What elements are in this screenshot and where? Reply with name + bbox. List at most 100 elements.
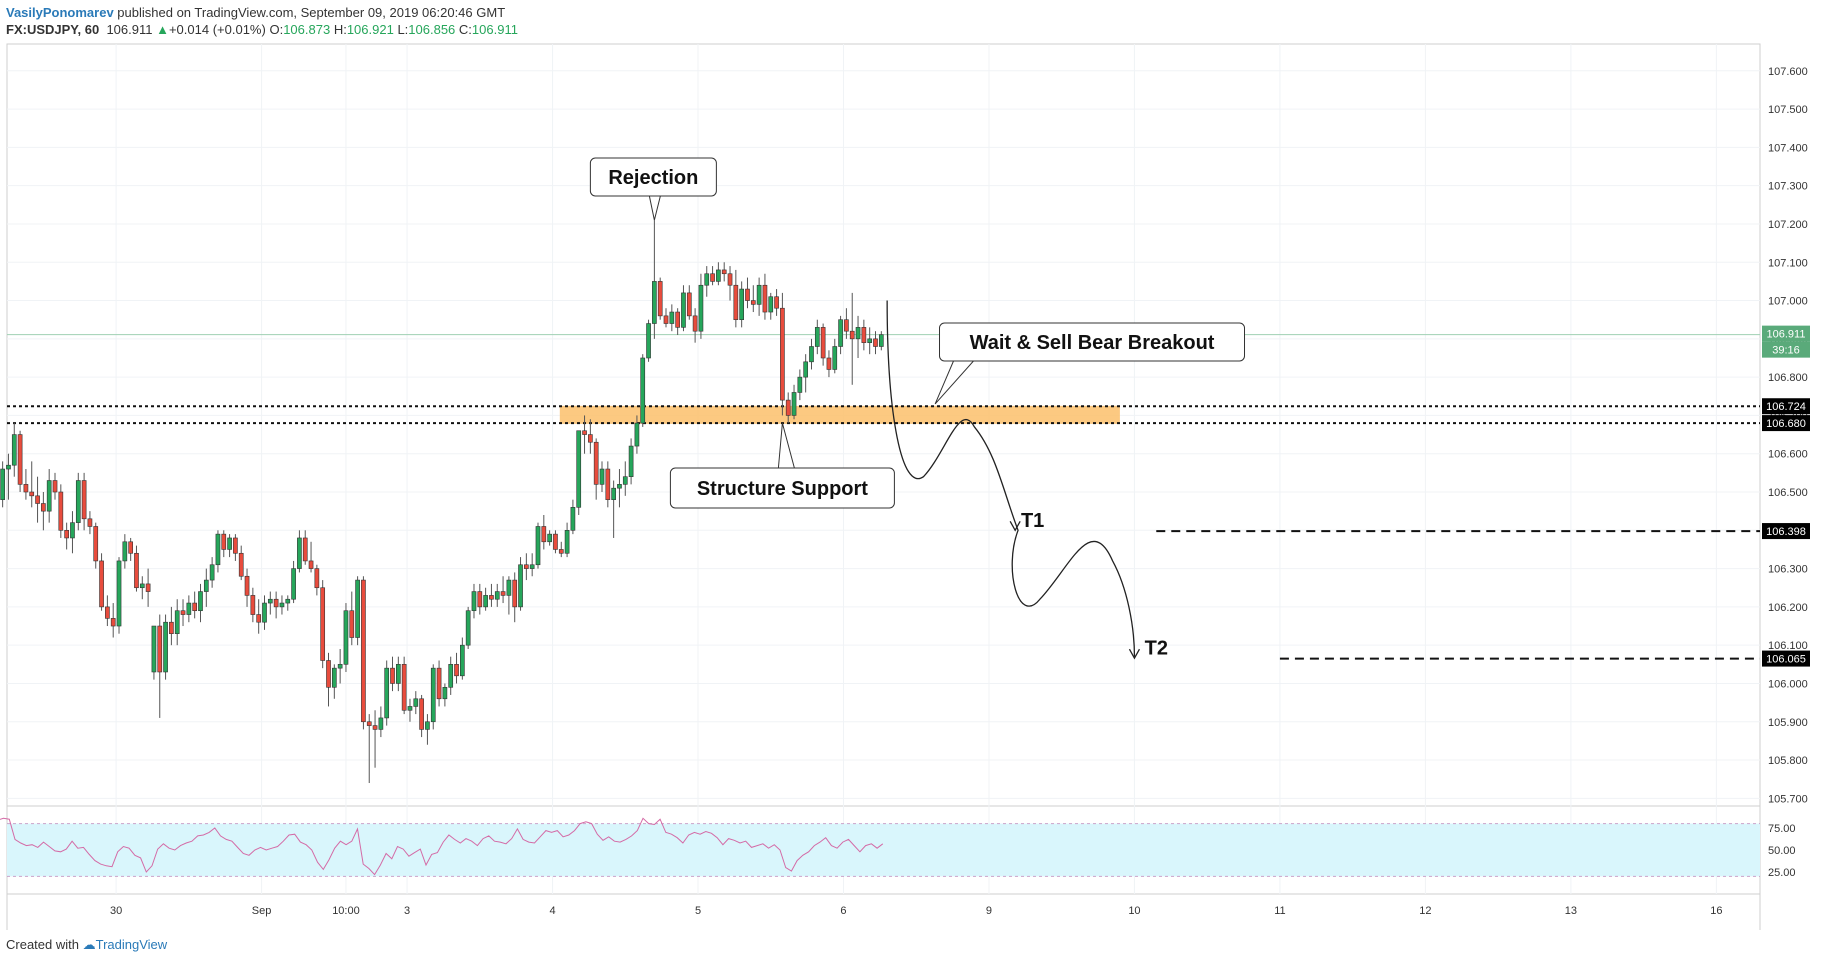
candle-body — [500, 591, 506, 596]
candle-body — [203, 579, 209, 592]
candle-body — [791, 392, 797, 416]
projection-curve — [886, 300, 1136, 657]
candle-body — [233, 537, 238, 554]
candle-body — [558, 549, 564, 554]
arrowhead-icon — [1128, 648, 1141, 660]
candle-body — [547, 533, 552, 543]
structure-support-callout-box — [669, 467, 895, 509]
candle-body — [361, 579, 366, 723]
author-link[interactable]: VasilyPonomarev — [6, 5, 114, 20]
wait-sell-callout-label: Wait & Sell Bear Breakout — [970, 332, 1215, 354]
candle-body — [820, 327, 826, 359]
candle-body — [180, 610, 186, 615]
wait-sell-callout-tail — [934, 360, 975, 405]
x-tick-label: 9 — [986, 905, 992, 917]
candle-body — [46, 480, 52, 512]
candle-body — [331, 667, 337, 688]
last-price: 106.911 — [106, 22, 153, 37]
candle-body — [564, 530, 570, 554]
close-value: 106.911 — [471, 22, 518, 37]
candle-body — [256, 614, 262, 623]
x-tick-label: Sep — [252, 905, 272, 917]
candle-body — [58, 491, 64, 531]
price-chart[interactable]: Rejection Structure Support Wait & Sell Be… — [0, 0, 1828, 930]
candle-body — [716, 269, 721, 282]
countdown-badge — [1762, 341, 1810, 358]
candle-body — [506, 579, 512, 596]
level-106065-badge — [1762, 650, 1810, 667]
t2-label: T2 — [1145, 638, 1168, 660]
candle-body — [291, 568, 296, 600]
candle-body — [425, 721, 430, 730]
candle-body — [756, 284, 762, 305]
high-value: 106.921 — [346, 22, 394, 37]
rejection-callout-label: Rejection — [608, 167, 698, 189]
candle-body — [611, 487, 616, 500]
candle-body — [745, 288, 750, 301]
footer: Created with ☁TradingView — [6, 937, 167, 953]
candle-body — [378, 717, 384, 730]
candle-body — [844, 319, 849, 332]
candle-body — [855, 327, 861, 340]
candle-body — [52, 480, 58, 493]
candle-body — [285, 598, 291, 604]
chart-frame — [6, 43, 1761, 930]
level-106065-text: 106.065 — [1766, 654, 1806, 666]
price-change: +0.014 (+0.01%) — [168, 22, 266, 37]
candle-body — [198, 591, 203, 612]
level-106724-badge — [1762, 398, 1810, 415]
candle-body — [477, 591, 483, 608]
close-label: C: — [458, 22, 472, 37]
candle-body — [489, 595, 494, 600]
candle-body — [809, 346, 814, 363]
y-tick-label: 107.000 — [1768, 296, 1808, 308]
x-tick-label: 10:00 — [332, 905, 360, 917]
candle-body — [460, 644, 465, 677]
candle-body — [873, 338, 878, 347]
projection-path — [886, 300, 1141, 660]
rsi-band — [7, 823, 1760, 877]
candle-body — [657, 281, 663, 317]
x-tick-label: 13 — [1565, 905, 1577, 917]
tradingview-link[interactable]: TradingView — [95, 937, 168, 952]
low-label: L: — [397, 22, 409, 37]
candle-body — [471, 591, 477, 612]
candle-body — [861, 327, 867, 343]
created-with-label: Created with — [6, 937, 79, 952]
candle-body — [93, 526, 99, 562]
candle-body — [867, 338, 873, 343]
wait-sell-callout-box — [939, 322, 1246, 362]
y-tick-label: 107.400 — [1768, 142, 1808, 154]
candle-body — [634, 422, 640, 447]
candle-body — [617, 484, 622, 489]
candle-body — [343, 610, 349, 665]
candle-body — [308, 560, 314, 569]
rsi-tick-label: 75.00 — [1768, 823, 1796, 835]
level-106398-badge — [1762, 523, 1810, 540]
candle-body — [262, 602, 267, 623]
candle-body — [762, 284, 768, 313]
candle-body — [494, 591, 500, 600]
candle-body — [81, 480, 87, 520]
x-tick-label: 5 — [695, 905, 701, 917]
candle-body — [727, 273, 733, 286]
x-tick-label: 12 — [1419, 905, 1431, 917]
candle-body — [518, 564, 523, 608]
candle-body — [768, 296, 774, 313]
candle-body — [0, 468, 5, 500]
y-tick-label: 105.800 — [1768, 755, 1808, 767]
candle-body — [23, 484, 29, 493]
candle-body — [750, 300, 756, 305]
candle-body — [145, 583, 151, 592]
arrowhead-icon — [1009, 520, 1021, 532]
candle-body — [302, 537, 308, 562]
candle-body — [704, 273, 710, 286]
structure-support-callout-label: Structure Support — [697, 478, 868, 500]
candle-body — [349, 610, 355, 638]
candle-body — [105, 606, 110, 619]
candle-body — [163, 621, 168, 673]
candle-body — [279, 602, 285, 608]
level-106724-text: 106.724 — [1766, 401, 1806, 413]
y-tick-label: 106.100 — [1768, 640, 1808, 652]
candle-body — [99, 560, 104, 608]
